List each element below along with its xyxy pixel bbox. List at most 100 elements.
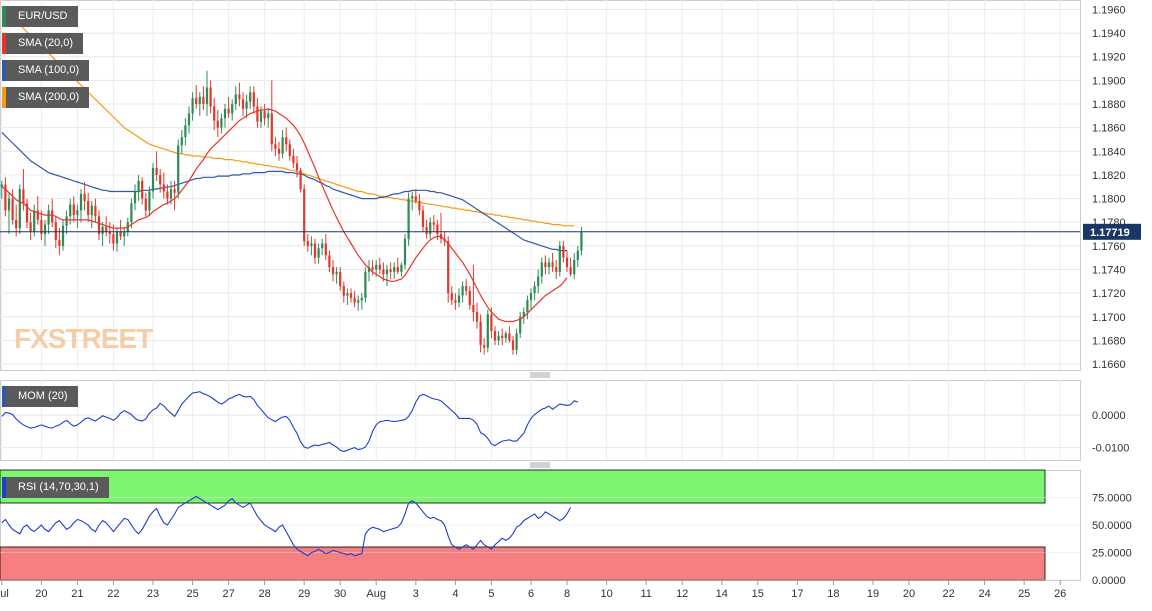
- price-tick-label: 1.1720: [1092, 288, 1126, 300]
- candle-body: [321, 243, 324, 249]
- legend-sma20: SMA (20,0): [2, 33, 84, 54]
- candle-body: [187, 113, 191, 126]
- candle-body: [544, 262, 547, 268]
- candle-body: [141, 180, 144, 199]
- candle-body: [537, 276, 540, 287]
- candle-body: [313, 243, 317, 258]
- candle-body: [515, 333, 518, 350]
- candle-body: [90, 205, 93, 216]
- x-tick-label: 27: [222, 588, 234, 600]
- x-tick-label: 17: [791, 588, 803, 600]
- price-tick-label: 1.1920: [1092, 52, 1126, 64]
- candle-body: [357, 300, 360, 303]
- candle-body: [371, 267, 374, 270]
- candle-body: [148, 191, 151, 211]
- candle-body: [144, 198, 147, 211]
- x-tick-label: 22: [107, 588, 119, 600]
- candle-body: [76, 210, 79, 216]
- candle-body: [191, 98, 194, 114]
- candle-body: [418, 200, 421, 211]
- candle-body: [241, 99, 245, 109]
- mom-tick-label: -0.0100: [1092, 443, 1129, 455]
- panel-frame-1: [0, 0, 1081, 371]
- candle-body: [551, 262, 554, 268]
- candle-body: [195, 98, 198, 105]
- candle-body: [382, 269, 385, 275]
- candle-body: [429, 222, 432, 235]
- candle-body: [414, 196, 417, 201]
- candle-body: [133, 191, 137, 204]
- candle-body: [61, 225, 65, 246]
- legend-symbol: EUR/USD: [2, 6, 78, 27]
- candle-body: [119, 231, 122, 237]
- candle-body: [169, 189, 173, 199]
- candle-body: [540, 262, 543, 277]
- x-tick-label: 18: [827, 588, 839, 600]
- price-tick-label: 1.1740: [1092, 265, 1126, 277]
- candle-body: [306, 241, 309, 246]
- candle-body: [339, 271, 342, 287]
- candle-body: [576, 250, 579, 261]
- candle-body: [123, 231, 126, 237]
- candle-body: [454, 300, 457, 303]
- candle-body: [486, 314, 489, 348]
- candle-body: [519, 316, 522, 334]
- candle-body: [400, 264, 403, 272]
- candle-body: [166, 191, 169, 199]
- x-tick-label: 30: [334, 588, 346, 600]
- x-tick-label: 6: [528, 588, 534, 600]
- candle-body: [292, 156, 295, 164]
- candle-body: [580, 231, 583, 251]
- candle-body: [205, 87, 209, 105]
- price-tick-label: 1.1700: [1092, 312, 1126, 324]
- candle-body: [558, 245, 561, 272]
- candle-body: [378, 264, 381, 270]
- candle-body: [184, 125, 187, 138]
- x-tick-label: 5: [488, 588, 494, 600]
- candle-body: [72, 204, 75, 216]
- legend-rsi: RSI (14,70,30,1): [2, 477, 109, 498]
- candle-body: [501, 335, 504, 339]
- candle-body: [87, 200, 90, 216]
- candle-body: [447, 241, 450, 294]
- candle-body: [227, 108, 230, 114]
- candle-body: [407, 198, 410, 239]
- candle-body: [231, 104, 234, 114]
- sma20-line: [1, 108, 568, 323]
- candle-body: [285, 137, 288, 145]
- x-tick-label: 21: [71, 588, 83, 600]
- candle-body: [335, 271, 338, 275]
- candle-body: [220, 118, 223, 128]
- candle-body: [36, 210, 39, 220]
- candle-body: [51, 210, 54, 223]
- candle-body: [472, 304, 475, 313]
- candle-body: [47, 210, 50, 225]
- x-tick-label: Jul: [0, 588, 9, 600]
- candle-body: [115, 231, 119, 244]
- rsi-tick-label: 25.0000: [1092, 548, 1132, 560]
- candle-body: [249, 92, 252, 102]
- candle-body: [33, 210, 36, 232]
- candle-body: [22, 189, 25, 204]
- candle-body: [270, 113, 273, 145]
- mom-tick-label: 0.0000: [1092, 410, 1126, 422]
- candle-body: [238, 94, 241, 100]
- candle-body: [346, 293, 349, 296]
- candle-body: [349, 293, 353, 298]
- x-tick-label: 4: [452, 588, 458, 600]
- candle-body: [209, 87, 212, 107]
- candle-body: [155, 167, 158, 175]
- legend-sma200: SMA (200,0): [2, 87, 90, 108]
- candle-body: [130, 203, 133, 223]
- candle-body: [425, 226, 428, 235]
- candle-body: [263, 111, 266, 119]
- candle-body: [256, 106, 259, 122]
- rsi-oversold-band: [0, 546, 1046, 581]
- candle-body: [457, 295, 461, 303]
- candle-body: [259, 111, 263, 122]
- candle-body: [303, 189, 306, 242]
- candle-body: [508, 333, 511, 341]
- candle-body: [393, 267, 396, 272]
- candle-body: [533, 286, 536, 294]
